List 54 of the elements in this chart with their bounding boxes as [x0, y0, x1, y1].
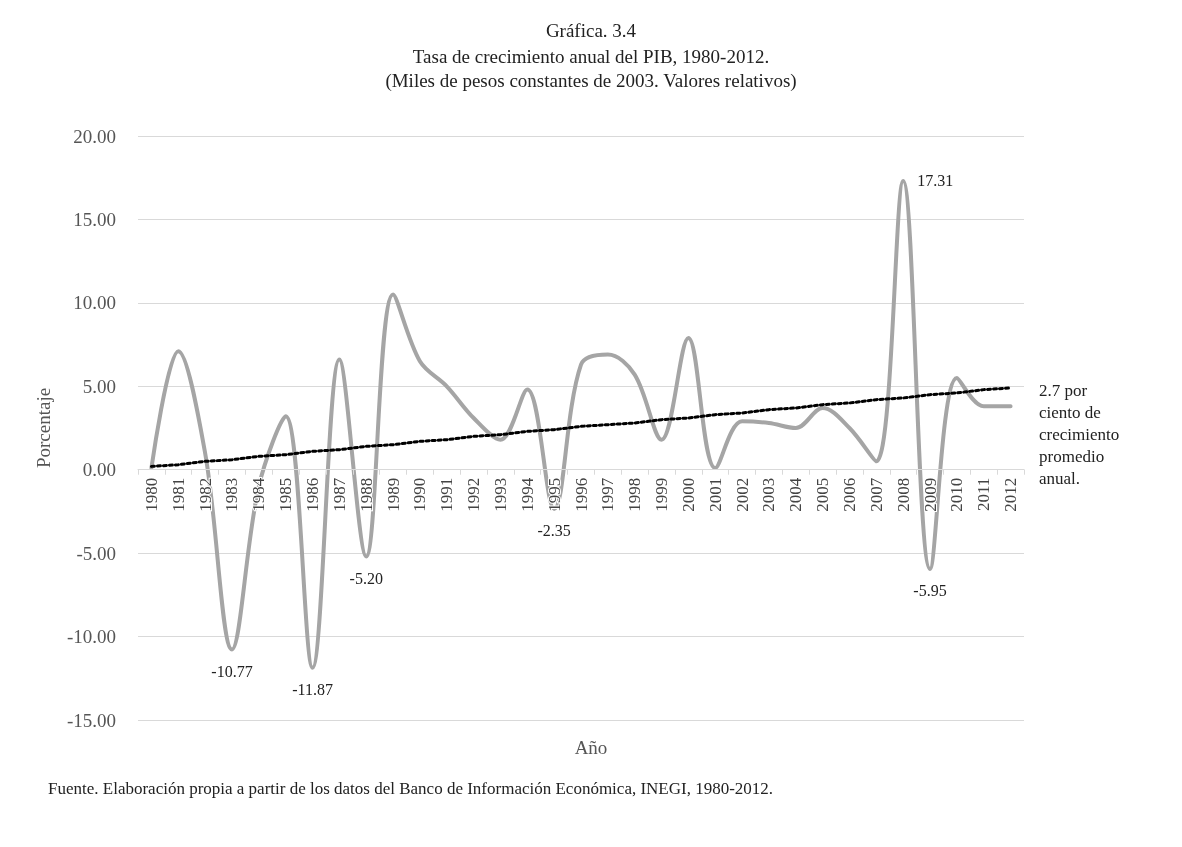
x-tick-label: 2007 — [866, 477, 886, 512]
x-tick-label: 2003 — [759, 477, 779, 512]
x-tick-label: 2000 — [678, 477, 698, 512]
data-label: -2.35 — [537, 522, 571, 540]
y-tick-label: 15.00 — [73, 208, 116, 230]
x-tick-label: 1988 — [356, 477, 376, 512]
x-axis-title: Año — [574, 737, 608, 758]
x-tick-label: 2004 — [786, 477, 806, 512]
data-label: -10.77 — [211, 662, 253, 680]
y-tick-label: -10.00 — [66, 626, 116, 648]
x-tick-label: 1991 — [437, 477, 457, 512]
annotation: 2.7 por ciento de crecimiento promedio anual. — [1039, 381, 1124, 489]
x-tick-label: 2001 — [705, 477, 725, 512]
x-tick-label: 1987 — [329, 477, 349, 512]
x-tick-label: 1989 — [383, 477, 403, 512]
x-tick-label: 2011 — [974, 477, 994, 512]
x-tick-label: 1996 — [571, 477, 591, 512]
line-series — [149, 386, 1013, 468]
x-tick-label: 2010 — [947, 477, 967, 512]
x-tick-label: 1992 — [464, 477, 484, 512]
x-tick-label: 1995 — [544, 477, 564, 512]
chart-title: Gráfica. 3.4 — [545, 20, 637, 41]
x-tick-label: 1997 — [598, 477, 618, 512]
source-note: Fuente. Elaboración propia a partir de los datos del Banco de Información Económica, INEGI, 1980-2012. — [48, 779, 774, 798]
x-tick-label: 2009 — [920, 477, 940, 512]
x-tick-label: 1994 — [517, 477, 537, 512]
y-tick-label: 0.00 — [82, 459, 116, 481]
data-label: -5.95 — [913, 582, 947, 600]
data-label: -5.20 — [349, 569, 383, 587]
x-tick-label: 1981 — [168, 477, 188, 512]
y-tick-label: -5.00 — [76, 542, 116, 564]
x-tick-label: 2002 — [732, 477, 752, 512]
x-tick-label: 1986 — [303, 477, 323, 512]
data-label: -11.87 — [292, 681, 333, 699]
x-tick-label: 2006 — [839, 477, 859, 512]
x-tick-label: 1983 — [222, 477, 242, 512]
x-tick-label: 1984 — [249, 477, 269, 512]
x-tick-label: 2008 — [893, 477, 913, 512]
y-tick-label: 10.00 — [73, 292, 116, 314]
chart-subtitle: Tasa de crecimiento anual del PIB, 1980-2012. (Miles de pesos constantes de 2003. Valores relativos) — [385, 45, 797, 92]
x-tick-label: 1990 — [410, 477, 430, 512]
x-tick-label: 1985 — [276, 477, 296, 512]
x-tick-label: 1982 — [195, 477, 215, 512]
x-tick-label: 1998 — [625, 477, 645, 512]
y-axis-title: Porcentaje — [33, 387, 54, 469]
y-tick-label: -15.00 — [66, 709, 116, 731]
y-tick-label: 5.00 — [82, 375, 116, 397]
x-tick-label: 2012 — [1001, 477, 1021, 512]
x-tick-label: 1999 — [652, 477, 672, 512]
x-tick-label: 2005 — [813, 477, 833, 512]
y-tick-label: 20.00 — [73, 125, 116, 147]
data-label: 17.31 — [917, 172, 954, 190]
x-tick-label: 1980 — [141, 477, 161, 512]
x-tick-label: 1993 — [490, 477, 510, 512]
